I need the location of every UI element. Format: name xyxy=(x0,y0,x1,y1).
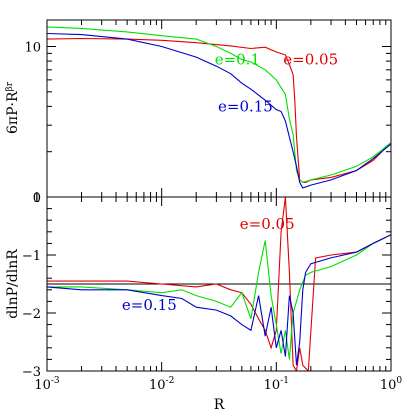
top-annotation-2: e=0.15 xyxy=(218,97,273,115)
x-tick-label-base: 10 xyxy=(34,378,51,393)
top-annotation-1: e=0.05 xyxy=(283,50,338,68)
top-y-axis-label-base: 6πP·R xyxy=(5,91,21,134)
bottom-series-line-0 xyxy=(47,197,391,371)
top-panel: 1 10 e=0.1 e=0.05 e=0.15 6πP·Rβr xyxy=(5,19,392,206)
top-annotations: e=0.1 e=0.05 e=0.15 xyxy=(215,50,338,115)
bottom-annotation-0: e=0.05 xyxy=(240,215,295,233)
bottom-panel-frame xyxy=(46,196,392,372)
bottom-annotations: e=0.05 e=0.15 xyxy=(122,215,295,314)
bottom-ticks xyxy=(46,196,391,372)
x-tick-label: 10-1 xyxy=(264,376,289,393)
top-y-tick-label: 1 xyxy=(33,191,41,206)
top-y-tick-labels: 1 10 xyxy=(24,41,41,206)
x-tick-label-exponent: -3 xyxy=(51,376,60,386)
bottom-y-tick-label: −3 xyxy=(22,365,41,380)
x-tick-label-exponent: -1 xyxy=(280,376,289,386)
top-series-line-0 xyxy=(47,37,391,183)
top-annotation-0: e=0.1 xyxy=(215,50,260,68)
top-series-line-1 xyxy=(47,26,391,184)
x-axis-label: R xyxy=(214,397,225,413)
x-tick-label-base: 10 xyxy=(264,378,281,393)
top-series-group xyxy=(47,26,391,189)
bottom-series-group xyxy=(47,197,391,371)
x-tick-label-base: 10 xyxy=(149,378,166,393)
bottom-y-tick-labels: −3 −2 −1 0 xyxy=(22,191,41,380)
top-y-axis-label: 6πP·Rβr xyxy=(5,81,21,134)
bottom-series-line-2 xyxy=(47,234,391,366)
bottom-y-tick-label: −2 xyxy=(22,307,41,322)
x-tick-label: 100 xyxy=(380,376,403,393)
bottom-plot-area xyxy=(47,197,391,371)
x-tick-label: 10-3 xyxy=(34,376,60,393)
x-tick-label-exponent: -2 xyxy=(166,376,175,386)
bottom-y-tick-label: 0 xyxy=(33,191,41,206)
top-plot-area xyxy=(47,26,391,189)
x-tick-label-base: 10 xyxy=(380,378,397,393)
bottom-y-tick-label: −1 xyxy=(22,249,41,264)
bottom-annotation-1: e=0.15 xyxy=(122,296,177,314)
x-tick-label: 10-2 xyxy=(149,376,174,393)
top-series-line-2 xyxy=(47,32,391,189)
bottom-series-line-1 xyxy=(47,234,391,360)
top-y-axis-label-exponent: βr xyxy=(5,81,15,91)
top-y-tick-label: 10 xyxy=(24,41,41,56)
bottom-y-axis-label: dlnP/dlnR xyxy=(5,249,21,319)
x-tick-label-exponent: 0 xyxy=(396,376,402,386)
x-tick-labels: 10-3 10-2 10-1 100 xyxy=(34,376,402,393)
bottom-panel: −3−2−10 10-3 10-2 10-1 100 e=0.05e=0.15 dln… xyxy=(5,191,402,413)
